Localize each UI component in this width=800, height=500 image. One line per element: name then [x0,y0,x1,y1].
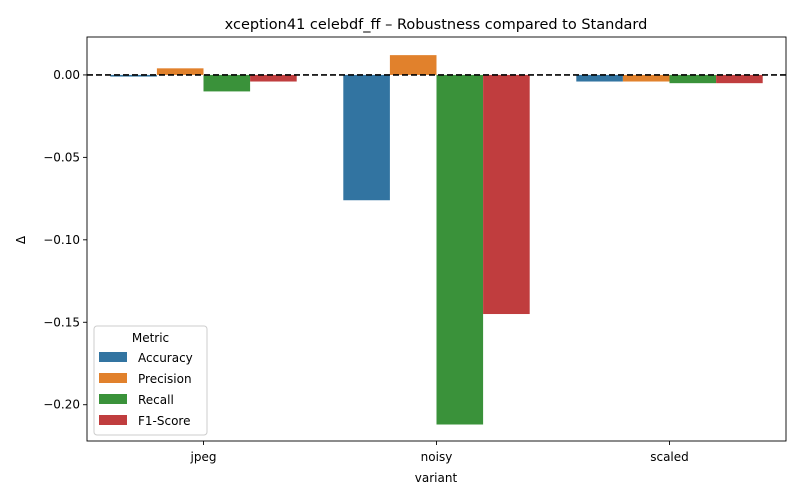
y-axis: 0.00 −0.05 −0.10 −0.15 −0.20 [43,68,87,412]
bar-scaled-precision [622,74,670,82]
bar-jpeg-recall [203,74,251,92]
bar-jpeg-f1-score [250,74,297,82]
legend-swatch-precision [99,373,127,383]
y-tick-label: −0.05 [43,150,80,164]
x-tick-label-noisy: noisy [421,450,453,464]
legend-label-accuracy: Accuracy [138,351,193,365]
x-axis: jpeg noisy scaled [190,441,689,464]
bar-noisy-recall [436,74,484,425]
x-tick-label-jpeg: jpeg [190,450,217,464]
x-tick-label-scaled: scaled [650,450,689,464]
y-axis-label: Δ [14,235,28,244]
bar-scaled-recall [669,74,717,84]
x-axis-label: variant [415,471,458,485]
bar-noisy-f1-score [483,74,530,315]
bar-scaled-f1-score [716,74,763,84]
legend-label-f1-score: F1-Score [138,414,190,428]
legend-label-recall: Recall [138,393,174,407]
legend-label-precision: Precision [138,372,192,386]
y-tick-label: 0.00 [53,68,80,82]
bar-noisy-accuracy [343,74,390,201]
legend-swatch-f1-score [99,415,127,425]
y-tick-label: −0.10 [43,233,80,247]
legend-swatch-recall [99,394,127,404]
chart-title: xception41 celebdf_ff – Robustness compa… [225,17,648,33]
bar-jpeg-accuracy [110,74,157,77]
legend-title: Metric [132,331,169,345]
legend: Metric Accuracy Precision Recall F1-Score [93,325,208,436]
bars-group [110,55,763,425]
bar-noisy-precision [389,55,437,75]
legend-swatch-accuracy [99,352,127,362]
bar-jpeg-precision [156,68,204,75]
y-tick-label: −0.15 [43,315,80,329]
y-tick-label: −0.20 [43,398,80,412]
bar-scaled-accuracy [576,74,623,82]
